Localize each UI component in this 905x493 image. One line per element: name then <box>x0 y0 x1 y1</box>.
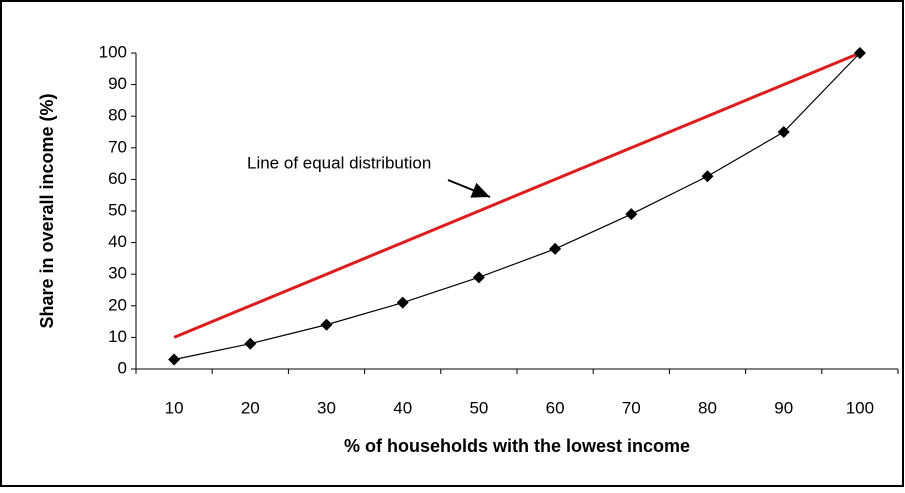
marker <box>777 126 790 138</box>
y-tick-label: 50 <box>108 200 127 219</box>
x-tick-label: 50 <box>469 398 488 417</box>
annotation-arrow <box>447 179 491 198</box>
marker <box>396 296 409 309</box>
x-tick-label: 40 <box>393 398 412 417</box>
y-tick-label: 10 <box>108 327 127 346</box>
x-tick-label: 90 <box>774 398 793 417</box>
x-tick-label: 80 <box>698 398 717 417</box>
x-tick-label: 100 <box>846 398 874 417</box>
y-tick-label: 70 <box>108 137 127 156</box>
x-tick-label: 60 <box>546 398 565 417</box>
marker <box>320 318 333 331</box>
marker <box>472 271 485 284</box>
x-tick-label: 70 <box>622 398 641 417</box>
series-line <box>173 52 861 361</box>
x-axis-label: % of households with the lowest income <box>344 436 690 456</box>
y-tick-label: 90 <box>108 74 127 93</box>
series-line <box>173 51 861 339</box>
y-tick-label: 80 <box>108 106 127 125</box>
marker <box>244 337 257 350</box>
y-tick-label: 40 <box>108 232 127 251</box>
marker <box>701 170 714 183</box>
y-axis-label: Share in overall income (%) <box>37 93 57 328</box>
y-tick-label: 20 <box>108 295 127 314</box>
x-tick-label: 30 <box>317 398 336 417</box>
y-tick-label: 0 <box>118 358 127 377</box>
annotation: Line of equal distribution <box>247 153 431 172</box>
y-tick-label: 100 <box>99 42 127 61</box>
x-tick-label: 10 <box>165 398 184 417</box>
marker <box>853 47 866 59</box>
marker <box>549 242 562 255</box>
marker <box>168 353 181 366</box>
y-tick-label: 30 <box>108 264 127 283</box>
marker <box>625 208 638 221</box>
x-tick-label: 20 <box>241 398 260 417</box>
y-tick-label: 60 <box>108 169 127 188</box>
